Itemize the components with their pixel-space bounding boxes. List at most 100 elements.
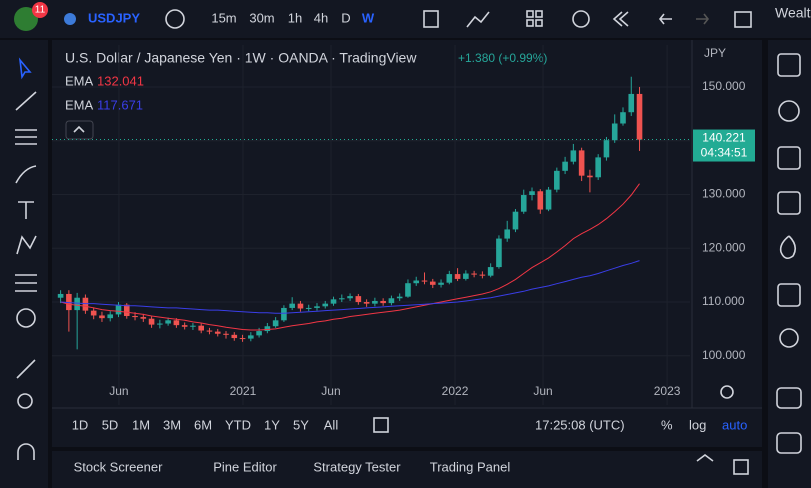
x-tick-label: Jun <box>533 384 552 398</box>
candle-body <box>123 304 130 317</box>
chat-icon[interactable] <box>776 387 802 409</box>
range-button[interactable]: 3M <box>163 417 181 432</box>
candle-body <box>636 93 643 140</box>
data-icon[interactable] <box>777 283 801 307</box>
cursor-tool[interactable] <box>18 57 32 80</box>
interval[interactable]: 1h <box>288 10 302 25</box>
replay-icon[interactable] <box>612 11 629 27</box>
range-button[interactable]: 1Y <box>264 417 280 432</box>
add-symbol[interactable] <box>165 9 185 29</box>
line-tool[interactable] <box>15 91 37 111</box>
interval[interactable]: 15m <box>211 10 236 25</box>
panel-tab[interactable]: Strategy Tester <box>313 459 401 474</box>
percent-toggle[interactable]: % <box>661 417 673 432</box>
range-button[interactable]: 5Y <box>293 417 309 432</box>
candle-body <box>140 317 147 319</box>
price-label-box <box>693 129 755 162</box>
candle-body <box>214 331 221 334</box>
account[interactable]: Wealth <box>775 5 811 21</box>
news-icon[interactable] <box>777 146 801 170</box>
interval[interactable]: W <box>362 10 375 25</box>
candle-body <box>314 306 320 308</box>
candle-body <box>99 315 105 319</box>
fullscreen-icon[interactable] <box>734 11 752 28</box>
candle-body <box>512 211 519 230</box>
symbol[interactable]: USDJPY <box>88 10 140 25</box>
bars-icon[interactable] <box>423 10 439 28</box>
alert-icon[interactable] <box>572 10 590 28</box>
currency[interactable]: JPY <box>704 46 726 60</box>
range-button[interactable]: 6M <box>194 417 212 432</box>
chart-pane <box>52 40 762 447</box>
layout-icon[interactable] <box>526 10 534 18</box>
pattern-tool[interactable] <box>16 235 37 255</box>
candle-body <box>587 175 593 178</box>
alerts-icon[interactable] <box>778 100 800 122</box>
candle-body <box>239 338 246 340</box>
legend-value: 132.041 <box>97 73 144 88</box>
range-button[interactable]: All <box>324 417 339 432</box>
candle-body <box>504 229 511 239</box>
indicators-icon[interactable] <box>466 11 490 28</box>
y-tick-label: 120.000 <box>702 240 746 254</box>
watchlist-icon[interactable] <box>777 53 801 77</box>
undo-icon[interactable] <box>658 13 672 25</box>
ideas-icon[interactable] <box>779 328 799 348</box>
legend-name[interactable]: EMA <box>65 97 94 112</box>
candle-body <box>496 238 502 268</box>
candle-body <box>173 320 180 326</box>
badge <box>32 2 48 18</box>
maximize-icon[interactable] <box>696 454 714 462</box>
y-tick-label: 130.000 <box>702 187 746 201</box>
text-tool[interactable] <box>18 201 34 219</box>
collapse-button[interactable] <box>65 120 94 140</box>
redo-icon[interactable] <box>696 13 710 25</box>
emoji-tool[interactable] <box>16 308 36 328</box>
legend-name[interactable]: EMA <box>65 73 94 88</box>
logo[interactable] <box>14 7 38 31</box>
candle-body <box>256 331 262 336</box>
candle-body <box>620 112 626 124</box>
range-button[interactable]: 5D <box>102 417 119 432</box>
layout-icon[interactable] <box>526 19 534 27</box>
range-button[interactable]: 1D <box>72 417 89 432</box>
candle-body <box>562 161 568 171</box>
range-button[interactable]: YTD <box>225 417 251 432</box>
panel-tab[interactable]: Pine Editor <box>213 459 277 474</box>
candle-body <box>66 293 72 311</box>
candle-body <box>554 170 560 190</box>
panel-tab[interactable]: Trading Panel <box>430 459 511 474</box>
log-toggle[interactable]: log <box>689 417 706 432</box>
interval[interactable]: 4h <box>314 10 328 25</box>
candle-body <box>74 297 80 311</box>
range-button[interactable]: 1M <box>132 417 150 432</box>
auto-toggle[interactable]: auto <box>722 417 747 432</box>
layout-icon[interactable] <box>535 10 543 18</box>
ruler-tool[interactable] <box>16 359 36 379</box>
candle-body <box>322 303 329 307</box>
brush-tool[interactable] <box>15 165 37 184</box>
candle-body <box>355 296 362 303</box>
candle-body <box>388 298 395 304</box>
fib-tool[interactable] <box>15 129 37 145</box>
candle-body <box>165 320 171 324</box>
candle-body <box>595 157 601 178</box>
x-tick-label: 2022 <box>442 384 469 398</box>
settings-icon[interactable] <box>720 385 734 399</box>
interval[interactable]: D <box>341 10 350 25</box>
measure-tool[interactable] <box>15 274 37 292</box>
y-tick-label: 110.000 <box>702 294 745 308</box>
layout-icon[interactable] <box>535 19 543 27</box>
streams-icon[interactable] <box>776 432 802 454</box>
date-range-icon[interactable] <box>373 417 389 433</box>
x-tick-label: 2023 <box>654 384 681 398</box>
fullscreen-panel-icon[interactable] <box>733 459 749 475</box>
interval[interactable]: 30m <box>249 10 274 25</box>
bottom-panel <box>52 451 762 488</box>
candle-body <box>429 281 436 285</box>
calendar-icon[interactable] <box>777 191 801 215</box>
panel-tab[interactable]: Stock Screener <box>74 459 164 474</box>
magnet-tool[interactable] <box>17 443 35 460</box>
zoom-tool[interactable] <box>17 393 33 409</box>
hotlist-icon[interactable] <box>779 235 797 260</box>
